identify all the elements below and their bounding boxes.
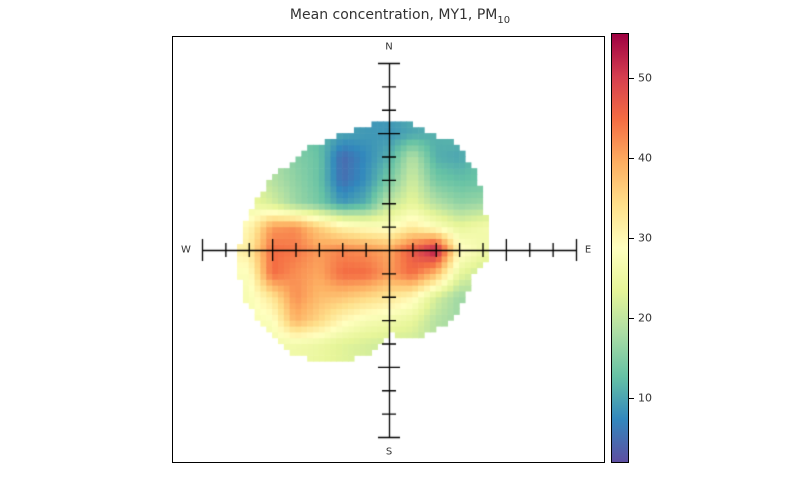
colorbar-tick <box>629 398 634 399</box>
page-title: Mean concentration, MY1, PM10 <box>0 7 800 26</box>
polar-heatmap-canvas <box>173 37 602 460</box>
colorbar-tick <box>629 318 634 319</box>
compass-label-e: E <box>584 244 592 256</box>
colorbar-tick-label: 20 <box>638 311 652 325</box>
colorbar-tick <box>629 238 634 239</box>
plot-panel <box>172 36 605 463</box>
colorbar-tick-label: 30 <box>638 231 652 245</box>
compass-label-s: S <box>385 446 393 458</box>
compass-label-n: N <box>385 41 393 53</box>
colorbar-gradient <box>611 33 629 463</box>
colorbar-tick <box>629 158 634 159</box>
colorbar-tick <box>629 78 634 79</box>
title-text: Mean concentration, MY1, PM <box>289 7 498 23</box>
colorbar-tick-label: 40 <box>638 151 652 165</box>
compass-label-w: W <box>181 244 191 256</box>
title-subscript: 10 <box>497 14 511 26</box>
colorbar-tick-label: 10 <box>638 391 652 405</box>
colorbar-tick-label: 50 <box>638 71 652 85</box>
